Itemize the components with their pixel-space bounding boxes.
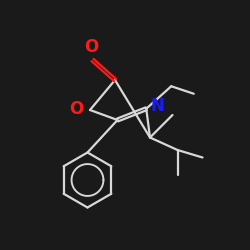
Text: N: N: [150, 97, 164, 115]
Text: O: O: [70, 100, 84, 118]
Text: O: O: [84, 38, 98, 56]
